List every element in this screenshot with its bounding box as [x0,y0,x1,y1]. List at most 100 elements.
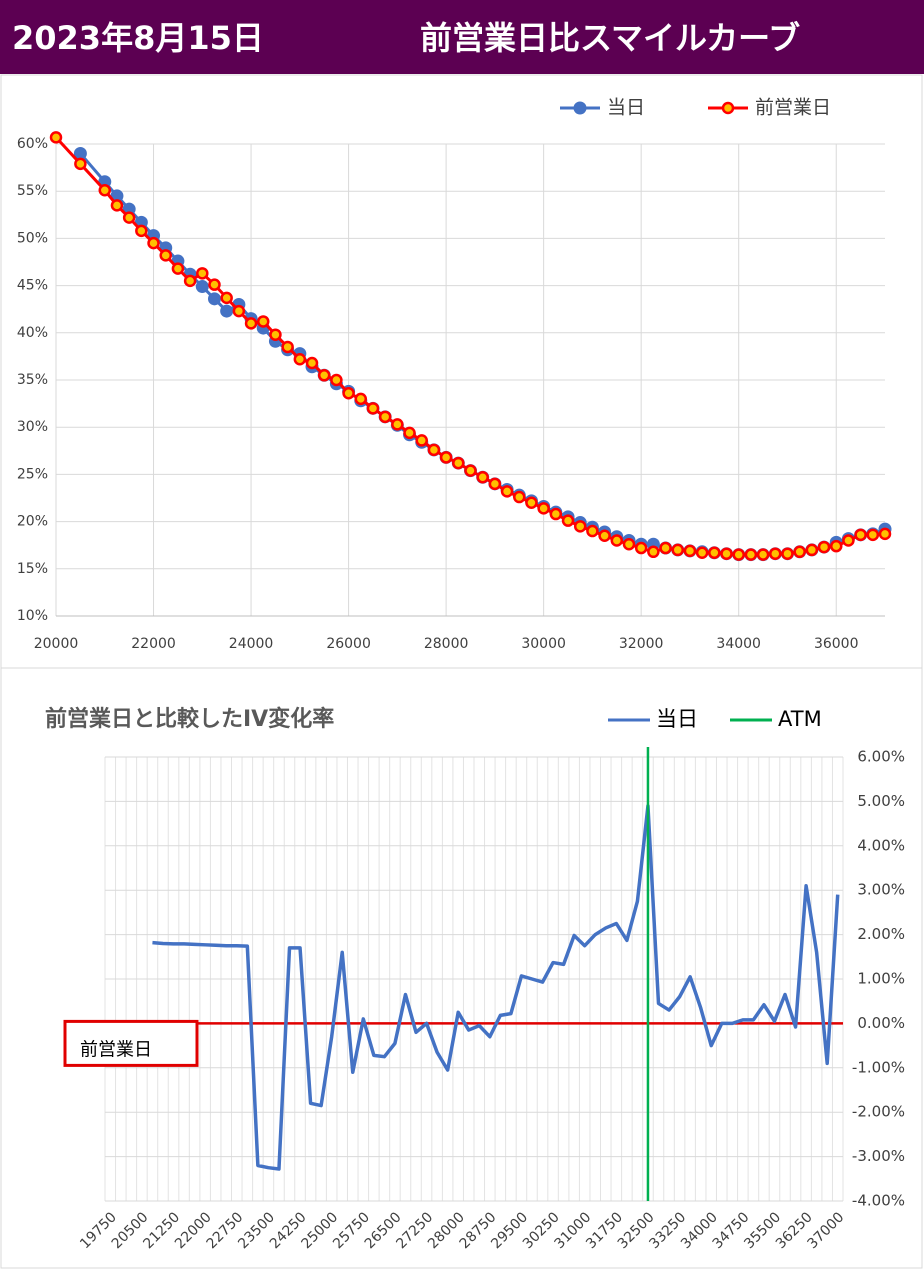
point [220,291,233,305]
point [756,548,770,561]
point [488,477,502,491]
point [720,547,733,560]
point [805,543,819,557]
point [769,547,782,560]
point [793,545,806,559]
point [74,157,87,171]
legend-marker [573,101,587,115]
reference-label: 前営業日 [80,1039,152,1060]
point [878,527,892,541]
point [269,328,282,341]
legend-label: 当日 [656,707,698,731]
point [817,540,831,554]
point [452,456,465,470]
y-tick-label: 35% [17,372,48,388]
panel [0,667,923,1269]
point [257,315,270,328]
point [500,485,514,498]
point [610,534,624,547]
y-tick-label: 15% [17,561,48,577]
point [586,524,599,538]
point [537,502,550,515]
legend-label: 前営業日 [755,97,831,119]
point [842,534,855,547]
point [49,131,63,144]
point [403,426,416,440]
point [525,496,538,509]
point [671,543,684,557]
y-tick-label: 40% [17,325,48,341]
header-title: 前営業日比スマイルカーブ [420,19,800,57]
point [110,199,124,212]
y-tick-label: 50% [17,230,48,246]
point [135,224,148,238]
point [208,278,221,291]
x-tick-label: 24000 [229,636,274,652]
y-tick-label: 25% [17,466,48,482]
point [330,373,343,387]
point [366,402,380,415]
point [659,541,672,555]
series-line [152,804,840,1171]
legend-label: ATM [778,707,822,731]
x-tick-label: 32000 [619,636,664,652]
point [183,274,197,288]
point [232,304,246,318]
point [476,470,489,484]
point [549,507,563,521]
point [561,514,575,527]
y-tick-label: -2.00% [852,1103,905,1121]
chart-title: 前営業日と比較したIV変化率 [45,706,334,732]
point [781,547,794,560]
y-tick-label: 2.00% [857,925,905,943]
y-tick-label: -1.00% [852,1058,905,1076]
point [622,538,636,551]
y-tick-label: -3.00% [852,1147,905,1165]
point [415,434,428,447]
y-tick-label: 45% [17,278,48,294]
y-tick-label: 3.00% [857,881,905,899]
point [829,539,843,553]
point [744,548,758,561]
point [305,356,319,370]
point [342,386,355,400]
point [391,418,404,431]
point [281,340,294,354]
x-tick-label: 34000 [716,636,761,652]
point [196,267,209,280]
point [866,528,880,542]
point [147,236,160,250]
y-tick-label: 60% [17,136,48,152]
point [427,443,441,457]
legend-label: 当日 [607,97,645,119]
point [634,541,648,555]
point [683,544,697,558]
point [207,292,221,306]
y-tick-label: 55% [17,183,48,199]
point [732,548,745,561]
point [195,280,209,294]
panel [0,74,923,669]
point [439,451,453,464]
point [573,520,587,533]
x-tick-label: 36000 [814,636,859,652]
point [854,528,867,542]
point [317,369,331,382]
reference-box [63,1019,199,1067]
point [464,464,477,477]
point [695,546,709,560]
y-tick-label: 5.00% [857,792,905,810]
point [647,545,660,559]
y-tick-label: -4.00% [852,1192,905,1210]
y-tick-label: 20% [17,514,48,530]
point [220,304,234,318]
point [513,490,526,504]
x-tick-label: 30000 [521,636,566,652]
y-tick-label: 4.00% [857,836,905,854]
point [708,546,721,560]
point [98,184,112,197]
y-tick-label: 6.00% [857,748,905,766]
legend-marker [721,101,735,115]
